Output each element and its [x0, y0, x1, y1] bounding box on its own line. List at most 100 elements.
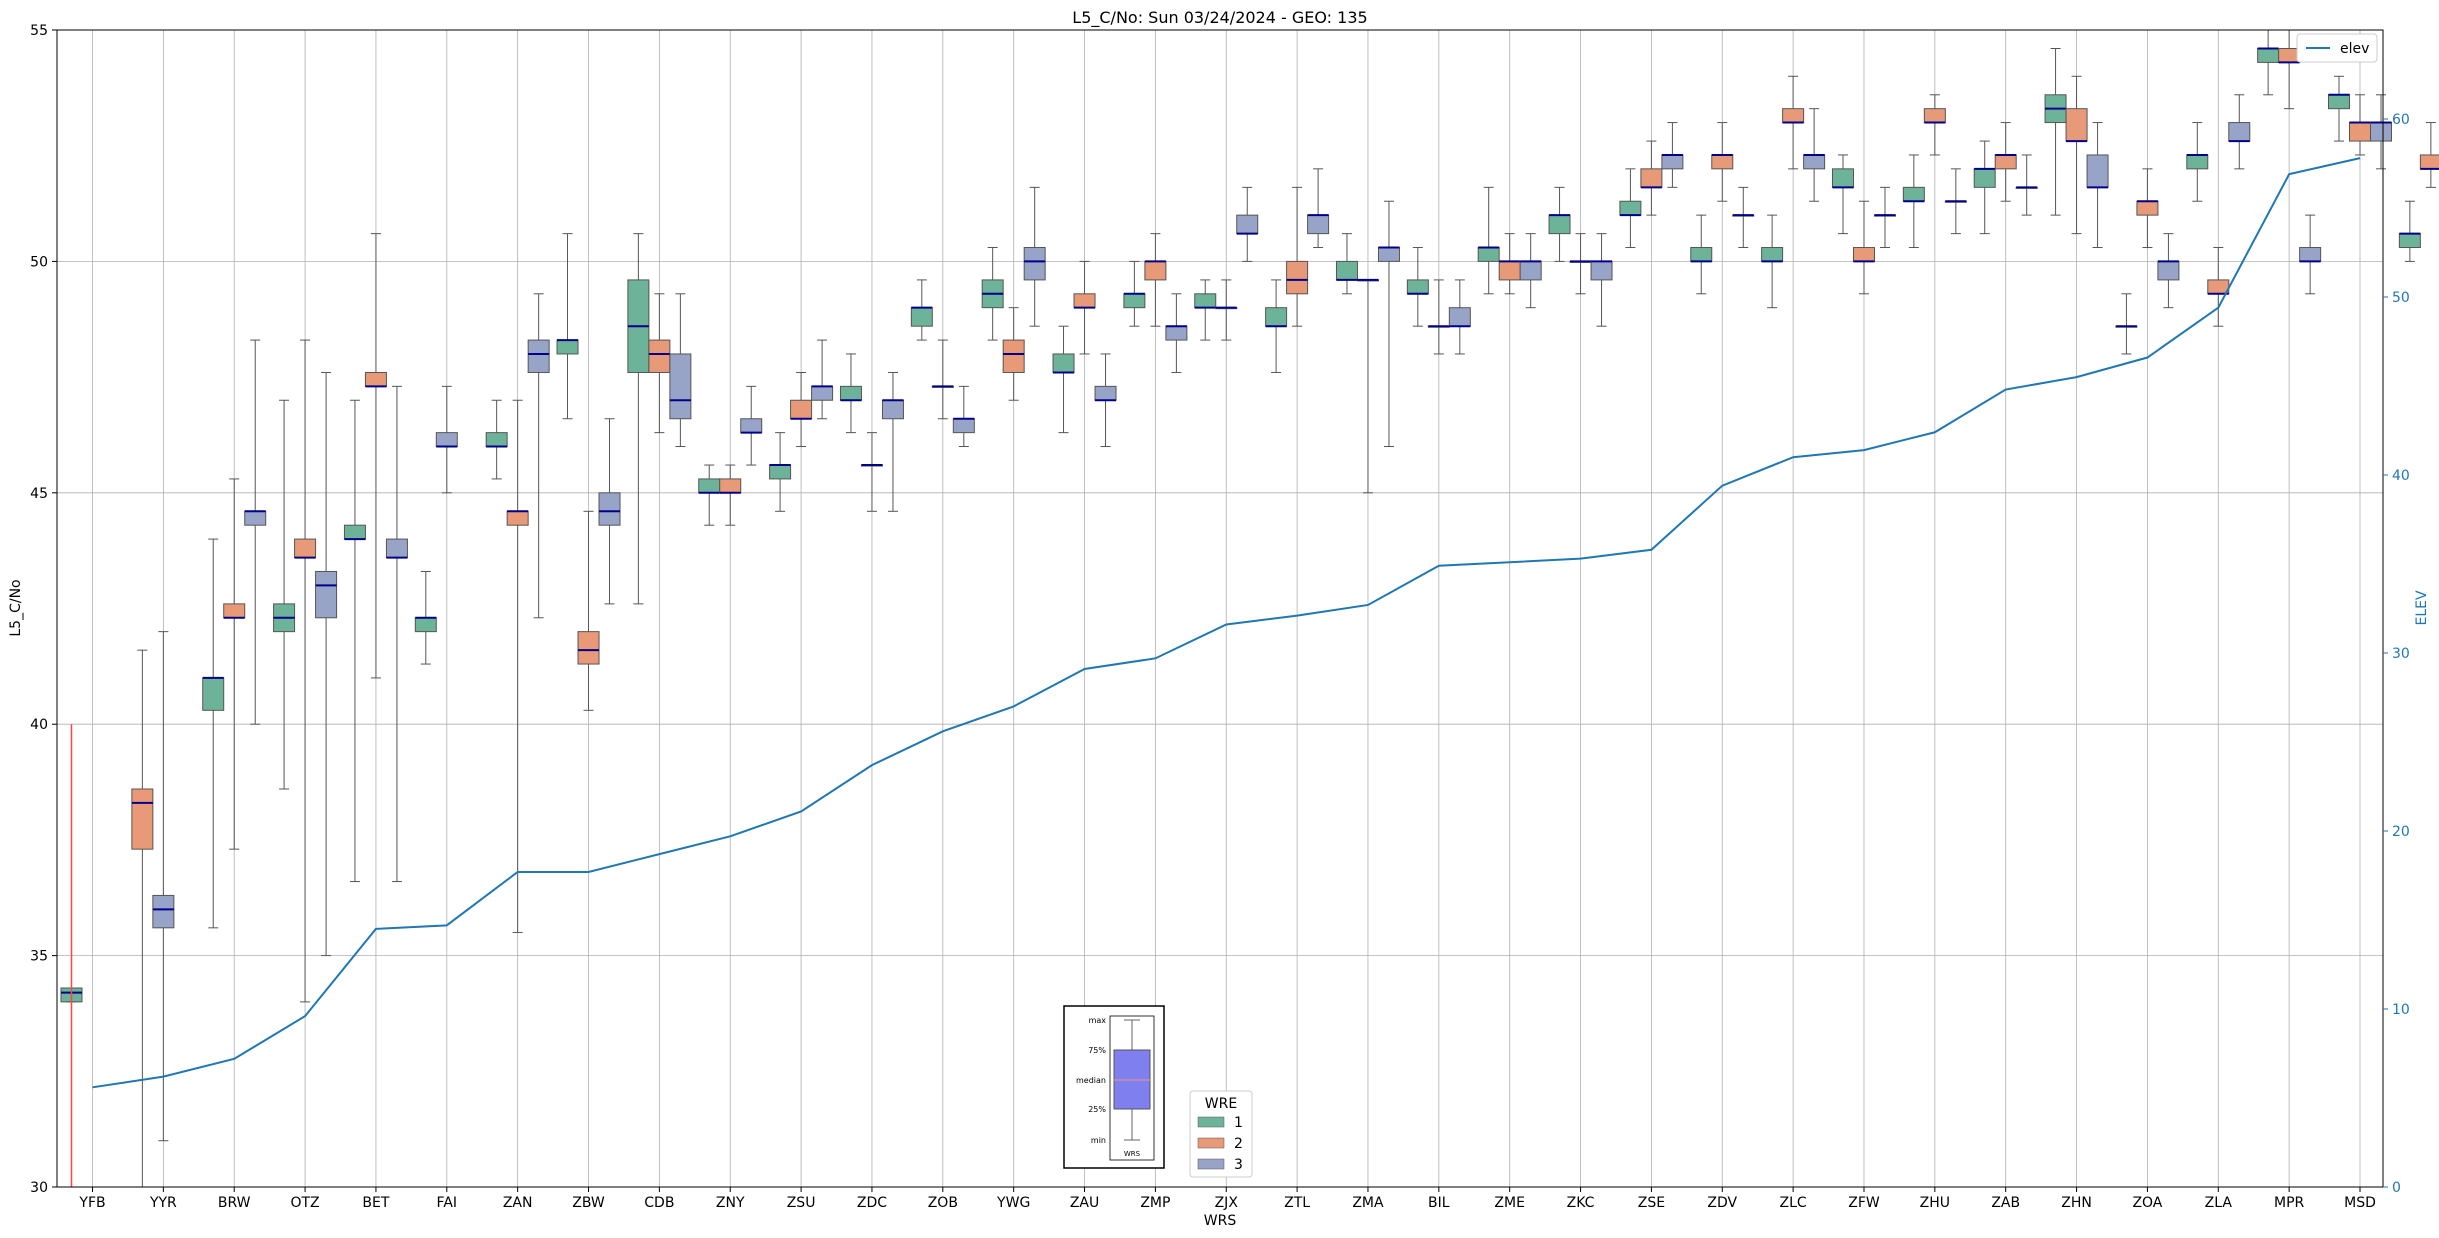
- x-axis-label: WRS: [1204, 1213, 1237, 1229]
- box-ZLA-wre-3: [2228, 94, 2251, 170]
- inset-label-median: median: [1076, 1076, 1106, 1085]
- wre-legend-swatch-2: [1197, 1137, 1225, 1149]
- box-iqr: [1477, 247, 1500, 262]
- box-ZFW-wre-1: [1831, 154, 1854, 235]
- box-iqr: [1335, 260, 1358, 281]
- box-iqr: [1973, 168, 1996, 188]
- box-iqr: [2257, 48, 2280, 63]
- box-iqr: [1803, 154, 1826, 170]
- box-iqr: [315, 570, 338, 619]
- y-right-tick-label: 10: [2392, 1002, 2410, 1018]
- box-iqr: [435, 432, 458, 448]
- box-iqr: [1073, 293, 1096, 309]
- box-ZLC-wre-2: [1782, 75, 1805, 170]
- x-tick-label: BIL: [1428, 1195, 1450, 1211]
- box-iqr: [2186, 154, 2209, 170]
- box-iqr: [1406, 279, 1429, 295]
- box-ZLC-wre-3: [1803, 108, 1826, 202]
- box-iqr: [1448, 307, 1471, 327]
- box-ZOB-wre-2: [931, 339, 954, 420]
- box-iqr: [2349, 122, 2371, 142]
- box-iqr: [527, 339, 550, 373]
- box-ZSU-wre-3: [811, 339, 834, 420]
- box-iqr: [1782, 108, 1805, 124]
- box-CDB-wre-3: [669, 293, 692, 448]
- box-ZTL-wre-3: [1307, 168, 1330, 249]
- box-ZJX-wre-1: [1194, 279, 1217, 341]
- box-iqr: [2299, 247, 2322, 262]
- box-ZHU-wre-1: [1902, 154, 1925, 249]
- box-iqr: [1377, 247, 1400, 262]
- y-right-tick-label: 20: [2392, 824, 2410, 840]
- x-tick-label: MPR: [2274, 1195, 2305, 1211]
- x-tick-label: ZAB: [1991, 1195, 2020, 1211]
- box-ZLA-wre-2: [2207, 247, 2230, 327]
- box-ZAN-wre-1: [485, 399, 508, 480]
- box-ZTL-wre-1: [1265, 279, 1288, 373]
- box-BIL-wre-1: [1406, 247, 1429, 327]
- box-ZDV-wre-2: [1711, 122, 1734, 202]
- x-tick-label: ZOA: [2132, 1195, 2162, 1211]
- x-tick-label: ZSU: [787, 1195, 816, 1211]
- box-ZMA-wre-1: [1335, 233, 1358, 295]
- box-ZKC-wre-2: [1569, 233, 1592, 295]
- box-iqr: [769, 464, 792, 480]
- x-tick-label: ZMP: [1140, 1195, 1170, 1211]
- x-tick-label: ZLA: [2205, 1195, 2233, 1211]
- box-iqr: [2398, 233, 2421, 249]
- box-iqr: [1994, 154, 2017, 170]
- box-iqr: [1590, 260, 1613, 281]
- box-iqr: [1286, 260, 1309, 295]
- box-iqr: [1052, 353, 1075, 373]
- x-tick-label: ZDV: [1707, 1195, 1737, 1211]
- box-ZSU-wre-2: [790, 371, 813, 448]
- wre-legend-label-1: 1: [1234, 1115, 1243, 1131]
- box-ZMA-wre-3: [1377, 200, 1400, 448]
- box-ZBW-wre-3: [598, 418, 621, 605]
- box-ZBW-wre-2: [577, 510, 600, 711]
- box-YYR-wre-3: [152, 631, 175, 1142]
- inset-label-75: 75%: [1088, 1046, 1106, 1055]
- box-ZMP-wre-2: [1144, 233, 1167, 327]
- inset-label-min: min: [1091, 1136, 1106, 1145]
- x-tick-label: ZAN: [503, 1195, 533, 1211]
- x-tick-label: ZHN: [2061, 1195, 2092, 1211]
- grid: [57, 29, 2383, 1188]
- box-iqr: [1548, 214, 1571, 235]
- box-iqr: [1265, 307, 1288, 327]
- box-iqr: [294, 538, 317, 559]
- y-axis-label-right: ELEV: [2414, 590, 2430, 625]
- box-ZAU-wre-2: [1073, 260, 1096, 355]
- box-iqr: [811, 385, 834, 401]
- box-iqr: [648, 339, 671, 373]
- box-iqr: [910, 307, 933, 327]
- box-iqr: [790, 399, 813, 420]
- box-ZSE-wre-2: [1640, 140, 1663, 216]
- box-ZAU-wre-3: [1094, 353, 1117, 448]
- box-FAI-wre-3: [435, 385, 458, 494]
- box-ZDC-wre-2: [860, 432, 883, 512]
- box-iqr: [1923, 108, 1946, 124]
- y-right-tick-label: 50: [2392, 290, 2410, 306]
- box-CDB-wre-2: [648, 293, 671, 434]
- box-iqr: [556, 339, 579, 355]
- wre-legend-swatch-3: [1197, 1158, 1225, 1170]
- box-FAI-wre-1: [414, 570, 437, 665]
- box-OTZ-wre-2: [294, 339, 317, 1003]
- y-right-tick-label: 0: [2392, 1180, 2401, 1196]
- box-ZNY-wre-1: [698, 464, 721, 526]
- y-axis-label: L5_C/No: [8, 579, 24, 636]
- box-iqr: [2136, 200, 2159, 216]
- x-tick-label: ZME: [1494, 1195, 1525, 1211]
- box-iqr: [1236, 214, 1259, 235]
- y-tick-label: 40: [30, 717, 48, 733]
- box-YYR-wre-2: [131, 649, 154, 1188]
- box-ZOA-wre-1: [2115, 293, 2138, 355]
- x-tick-label: ZSE: [1638, 1195, 1665, 1211]
- box-iqr: [1023, 247, 1046, 281]
- box-iqr: [1690, 247, 1713, 262]
- box-ZHN-wre-2: [2065, 75, 2088, 235]
- x-tick-label: CDB: [644, 1195, 674, 1211]
- box-ZME-wre-1: [1477, 186, 1500, 295]
